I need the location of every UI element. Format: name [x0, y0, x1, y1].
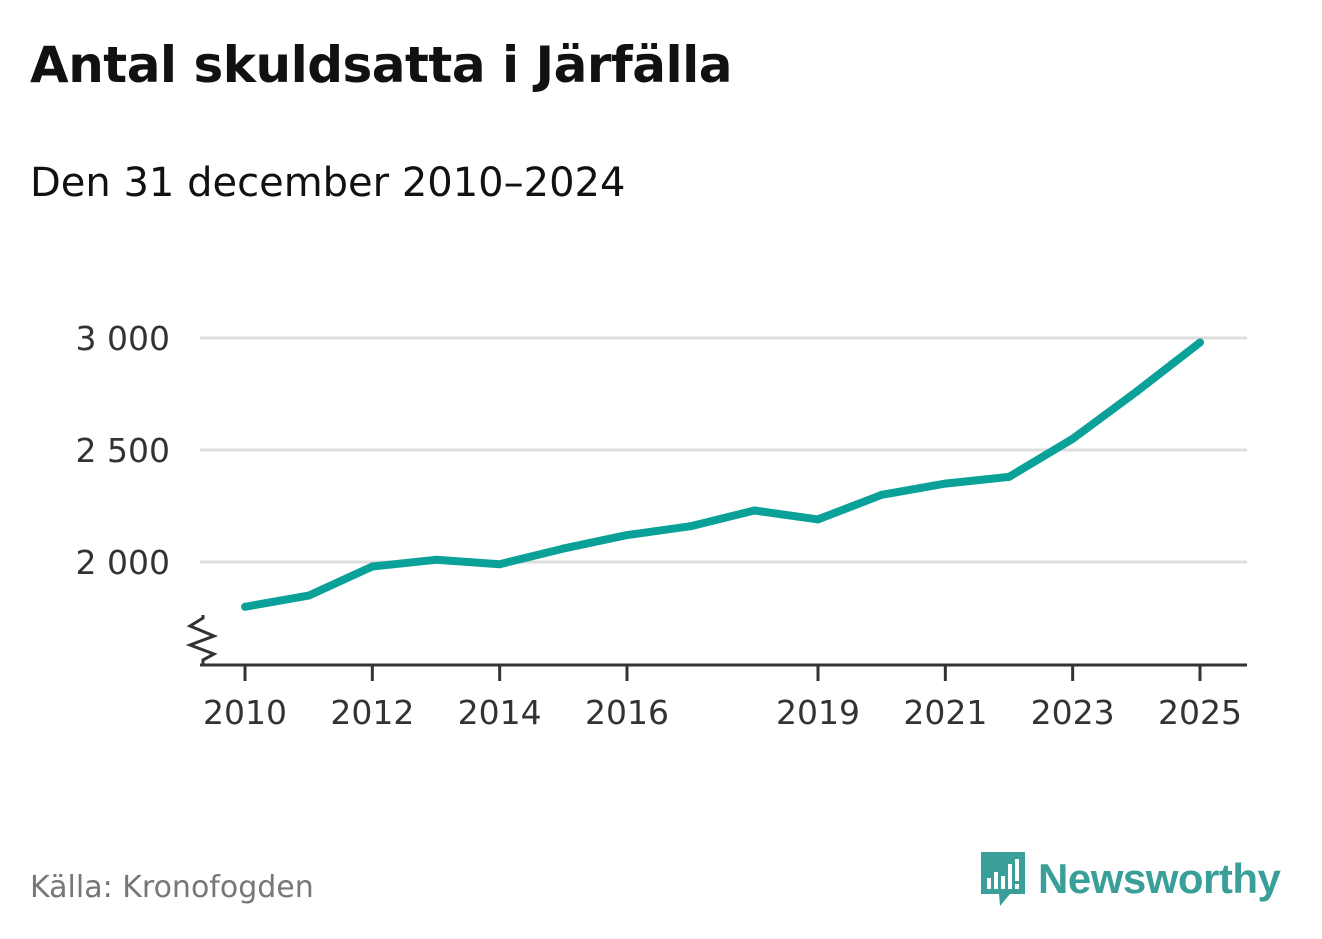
gridlines [200, 336, 1247, 564]
x-axis: 2010 2012 2014 2016 2019 2021 2023 2025 [185, 615, 1247, 732]
y-tick-label: 2 500 [76, 431, 170, 470]
newsworthy-logo[interactable]: Newsworthy [978, 848, 1281, 910]
data-point-2014[interactable] [495, 560, 504, 569]
data-point-2017[interactable] [686, 522, 695, 531]
data-point-2013[interactable] [432, 555, 440, 564]
y-tick-label: 3 000 [76, 319, 170, 358]
x-tick-label: 2016 [585, 693, 669, 732]
chart-subtitle: Den 31 december 2010–2024 [30, 160, 626, 206]
x-tick-label: 2010 [203, 693, 287, 732]
x-tick-label: 2021 [903, 693, 987, 732]
x-tick-label: 2012 [330, 693, 414, 732]
series-line-0 [244, 339, 1203, 611]
brand-name: Newsworthy [1038, 855, 1281, 902]
chart-title: Antal skuldsatta i Järfälla [30, 36, 733, 94]
y-tick-label: 2 000 [76, 543, 170, 582]
y-axis-break [185, 615, 219, 664]
y-axis-ticks: 2 000 2 500 3 000 [76, 319, 170, 582]
data-point-2012[interactable] [368, 562, 377, 571]
bar-chart-speech-bubble-icon [981, 852, 1025, 906]
x-tick-label: 2023 [1031, 693, 1115, 732]
data-point-2019[interactable] [814, 515, 822, 524]
x-tick-label: 2025 [1158, 693, 1242, 732]
data-point-2011[interactable] [304, 591, 313, 600]
data-point-2018[interactable] [750, 506, 759, 515]
data-point-2015[interactable] [559, 544, 568, 553]
source-note: Källa: Kronofogden [30, 870, 314, 905]
data-point-2022[interactable] [1005, 472, 1013, 481]
data-point-2010[interactable] [241, 602, 249, 611]
data-point-2016[interactable] [623, 531, 631, 540]
data-point-2020[interactable] [877, 490, 886, 499]
data-point-2023[interactable] [1068, 434, 1077, 443]
x-tick-label: 2014 [458, 693, 542, 732]
series-layer [241, 338, 1204, 611]
data-point-2024[interactable] [1132, 387, 1141, 396]
x-tick-label: 2019 [776, 693, 860, 732]
data-point-2025[interactable] [1196, 338, 1204, 347]
data-point-2021[interactable] [941, 479, 950, 488]
